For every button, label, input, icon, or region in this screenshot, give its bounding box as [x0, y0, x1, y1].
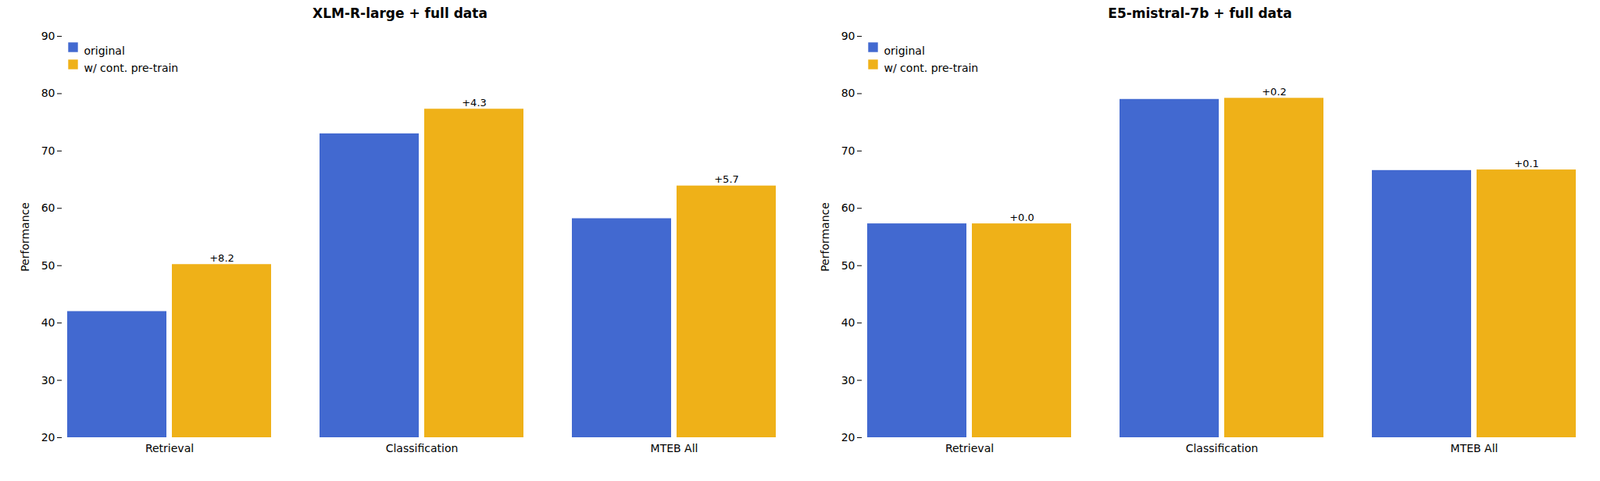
- svg-text:+4.3: +4.3: [461, 96, 487, 109]
- svg-text:70: 70: [41, 144, 56, 158]
- svg-text:50: 50: [841, 259, 856, 272]
- svg-text:60: 60: [841, 201, 856, 215]
- svg-text:Retrieval: Retrieval: [945, 442, 994, 455]
- svg-text:Classification: Classification: [1185, 442, 1259, 455]
- svg-text:Performance: Performance: [818, 202, 832, 272]
- svg-text:+0.1: +0.1: [1514, 157, 1540, 170]
- svg-text:50: 50: [41, 259, 56, 272]
- svg-text:20: 20: [41, 431, 56, 444]
- svg-text:80: 80: [41, 86, 56, 100]
- svg-text:Retrieval: Retrieval: [145, 442, 194, 455]
- svg-text:60: 60: [41, 201, 56, 215]
- svg-text:90: 90: [841, 29, 856, 43]
- svg-text:Performance: Performance: [18, 202, 32, 272]
- svg-text:w/ cont. pre-train: w/ cont. pre-train: [884, 61, 979, 75]
- svg-text:80: 80: [841, 86, 856, 100]
- svg-text:90: 90: [41, 29, 56, 43]
- svg-text:40: 40: [841, 316, 856, 329]
- svg-text:original: original: [84, 44, 125, 58]
- svg-text:+8.2: +8.2: [209, 252, 235, 265]
- html-text:E5-mistral-7b + full data: E5-mistral-7b + full data: [1108, 5, 1292, 22]
- svg-text:original: original: [884, 44, 925, 58]
- svg-text:w/ cont. pre-train: w/ cont. pre-train: [84, 61, 179, 75]
- svg-text:Classification: Classification: [385, 442, 459, 455]
- svg-text:30: 30: [41, 374, 56, 387]
- svg-text:MTEB All: MTEB All: [650, 442, 699, 455]
- svg-text:40: 40: [41, 316, 56, 329]
- svg-text:20: 20: [841, 431, 856, 444]
- svg-text:+0.2: +0.2: [1261, 85, 1287, 98]
- html-text:XLM-R-large + full data: XLM-R-large + full data: [312, 5, 488, 22]
- svg-text:70: 70: [841, 144, 856, 158]
- svg-text:+5.7: +5.7: [714, 173, 740, 186]
- svg-text:30: 30: [841, 374, 856, 387]
- svg-text:+0.0: +0.0: [1009, 211, 1035, 224]
- svg-text:MTEB All: MTEB All: [1450, 442, 1499, 455]
